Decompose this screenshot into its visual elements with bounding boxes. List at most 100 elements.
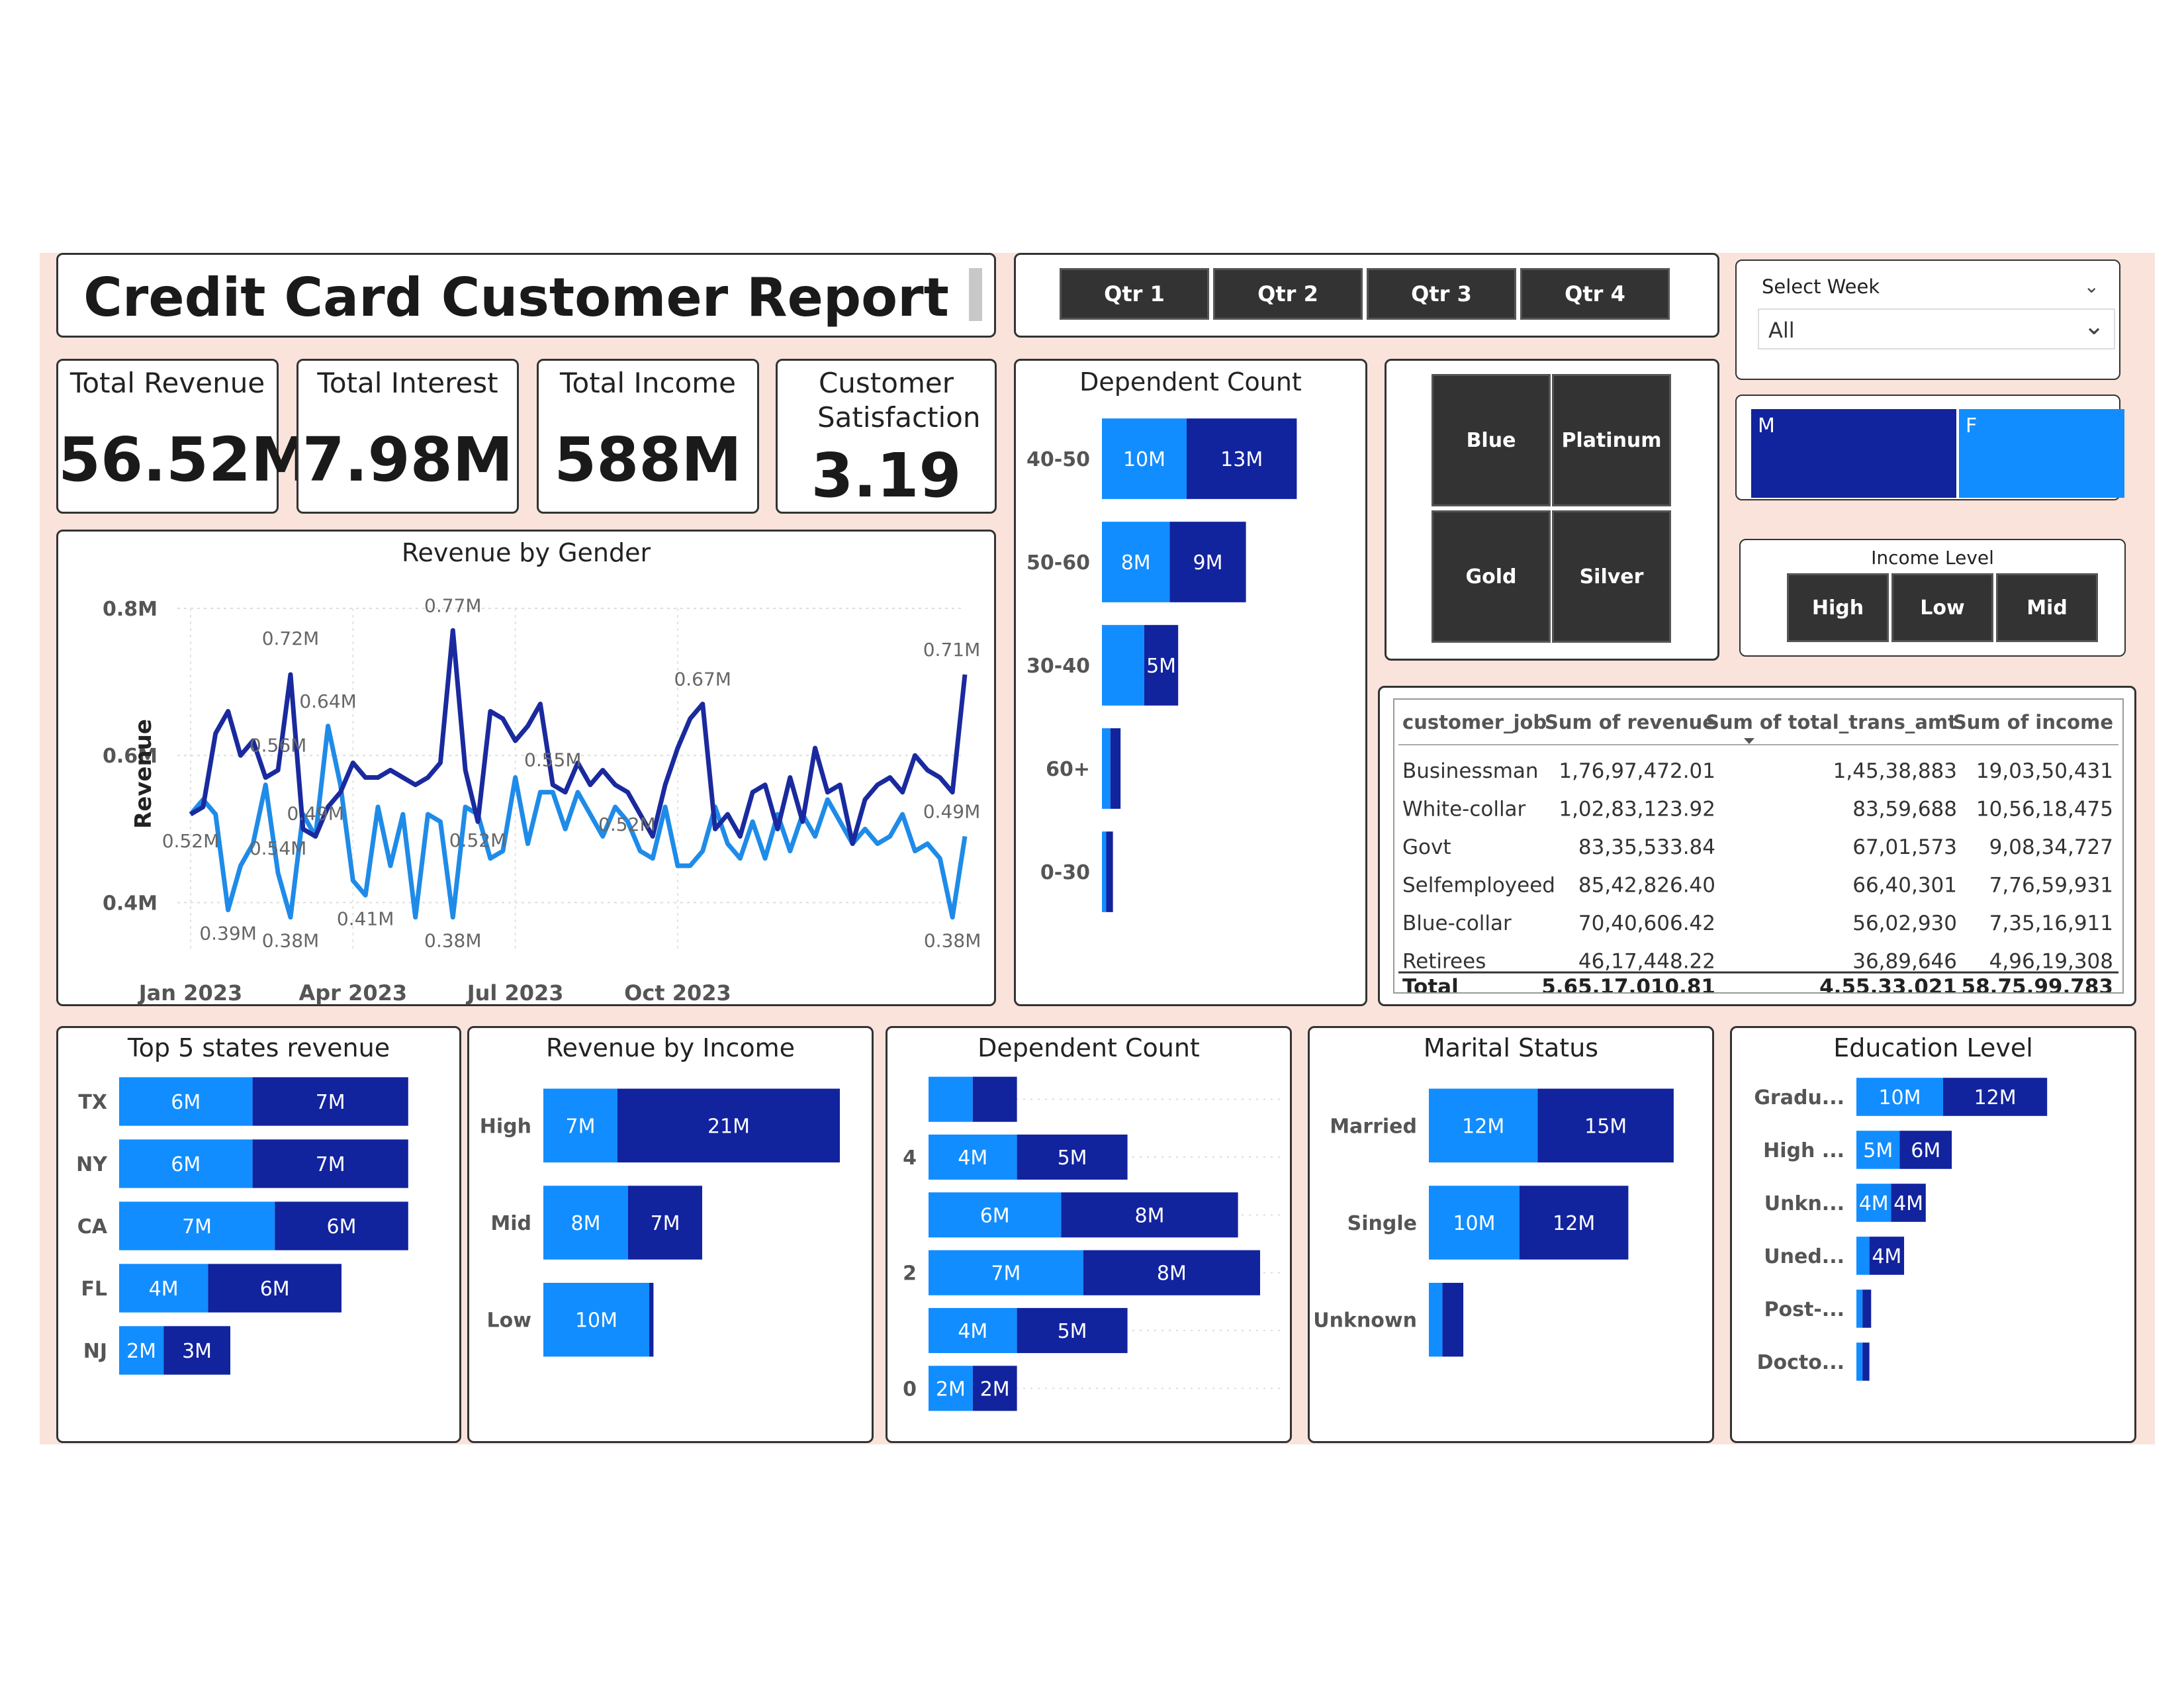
table-cell: Retirees (1402, 950, 1486, 974)
category-label: 0-30 (1040, 861, 1090, 884)
bar-segment (1856, 1237, 1870, 1275)
card-blue-button[interactable]: Blue (1432, 374, 1551, 506)
bar-segment (1102, 831, 1107, 912)
kpi-customer-satisfaction: Customer Satisfaction 3.19 (776, 359, 997, 514)
table-cell: 7,35,16,911 (1989, 912, 2113, 935)
category-label: Uned... (1764, 1245, 1844, 1268)
week-select[interactable]: All ⌄ (1758, 308, 2115, 350)
y-axis-label: Revenue (130, 719, 157, 829)
data-label: 8M (1121, 551, 1151, 575)
data-label: 7M (316, 1091, 345, 1114)
data-label: 0.49M (923, 800, 981, 822)
card-silver-button[interactable]: Silver (1552, 510, 1671, 643)
kpi-label: Total Interest (317, 367, 498, 399)
x-tick-label: Jul 2023 (466, 980, 564, 1006)
page-title: Credit Card Customer Report (83, 267, 949, 328)
marital-status-card: Marital Status Married 12M 15M Single 10M 12M… (1308, 1026, 1714, 1443)
table-cell: 85,42,826.40 (1578, 874, 1715, 898)
data-label: 5M (1058, 1320, 1087, 1343)
bar-segment (929, 1307, 1017, 1354)
bar-segment (1442, 1282, 1464, 1357)
data-label: 5M (1146, 655, 1176, 678)
category-label: High ... (1763, 1139, 1844, 1162)
data-label: 0.52M (162, 830, 220, 852)
data-label: 4M (149, 1278, 179, 1301)
dependent-count-chart-2: 4 4M 5M 6M 8M 2 7M 8M 4M 5M 0 2M 2M (903, 1076, 1283, 1411)
scroll-handle[interactable] (969, 268, 982, 321)
title-card: Credit Card Customer Report (56, 253, 996, 338)
income-mid-button[interactable]: Mid (1996, 573, 2098, 642)
data-label: 4M (958, 1320, 987, 1343)
data-label: 0.38M (424, 930, 482, 952)
table-cell: 10,56,18,475 (1976, 798, 2113, 821)
data-label: 0.55M (524, 749, 582, 771)
bar-segment (1943, 1078, 2048, 1116)
bar-segment (119, 1077, 253, 1126)
category-label: CA (77, 1215, 108, 1239)
card-platinum-button[interactable]: Platinum (1552, 374, 1671, 506)
bar-segment (119, 1326, 164, 1375)
total-cell: 58,75,99,783 (1962, 975, 2113, 992)
data-label: 13M (1220, 448, 1263, 471)
data-label: 6M (171, 1153, 201, 1176)
table-cell: 4,96,19,308 (1989, 950, 2113, 974)
bar-segment (275, 1201, 408, 1250)
data-label: 0.49M (287, 802, 344, 824)
bar-segment (617, 1088, 840, 1163)
category-label: 50-60 (1026, 551, 1090, 575)
table-cell: 46,17,448.22 (1578, 950, 1715, 974)
qtr-3-button[interactable]: Qtr 3 (1367, 268, 1516, 320)
bar-segment (119, 1264, 208, 1313)
bar-segment (1429, 1282, 1443, 1357)
chevron-down-icon[interactable]: ⌄ (2083, 275, 2099, 297)
gender-m-button[interactable]: M (1751, 409, 1956, 498)
revenue-by-gender-chart: 0.8M 0.6M 0.4M Jan 2023 Apr 2023 Jul 2023 Oct … (103, 594, 981, 1006)
total-cell: 4,55,33,021 (1819, 975, 1957, 992)
gender-f-button[interactable]: F (1959, 409, 2124, 498)
bar-segment (208, 1264, 341, 1313)
gender-f-label: F (1966, 414, 1978, 438)
bar-segment (1017, 1307, 1128, 1354)
chart-title: Dependent Count (1079, 367, 1302, 397)
column-header: Sum of revenue (1545, 711, 1715, 733)
data-label: 0.56M (250, 734, 307, 756)
bar-segment (119, 1139, 253, 1188)
card-gold-button[interactable]: Gold (1432, 510, 1551, 643)
bar-segment (1144, 625, 1179, 706)
education-level-card: Education Level Gradu... 10M 12M High ... 5M… (1730, 1026, 2136, 1443)
table-cell: 1,76,97,472.01 (1559, 759, 1715, 783)
table-cell: Businessman (1402, 759, 1539, 783)
table-cell: 1,45,38,883 (1833, 759, 1957, 783)
column-header: Sum of income (1953, 711, 2113, 733)
kpi-label: Total Revenue (69, 367, 265, 399)
bar-segment (1106, 831, 1113, 912)
income-low-button[interactable]: Low (1891, 573, 1993, 642)
data-label: 15M (1584, 1115, 1627, 1138)
qtr-4-button[interactable]: Qtr 4 (1520, 268, 1670, 320)
kpi-total-interest: Total Interest 7.98M (296, 359, 519, 514)
data-label: 0.38M (924, 930, 981, 952)
data-label: 0.54M (250, 837, 307, 859)
bar-segment (1862, 1342, 1870, 1381)
qtr-1-button[interactable]: Qtr 1 (1060, 268, 1209, 320)
income-high-button[interactable]: High (1787, 573, 1889, 642)
bar-segment (1856, 1078, 1943, 1116)
x-tick-label: Oct 2023 (624, 980, 731, 1006)
data-label: 12M (1974, 1086, 2017, 1109)
y-tick-label: 0.8M (103, 598, 158, 621)
data-label: 0.72M (262, 628, 320, 649)
data-label: 0.39M (199, 923, 257, 945)
top-states-card: Top 5 states revenue TX 6M 7M NY 6M 7M CA 7M 6M F… (56, 1026, 461, 1443)
data-label: 21M (707, 1115, 750, 1138)
column-header: Sum of total_trans_amt (1706, 711, 1957, 733)
bar-segment (1102, 728, 1111, 809)
data-label: 5M (1863, 1139, 1893, 1162)
bar-segment (1869, 1237, 1905, 1275)
table-cell: Govt (1402, 835, 1451, 859)
data-label: 7M (316, 1153, 345, 1176)
data-label: 10M (575, 1309, 617, 1333)
qtr-2-button[interactable]: Qtr 2 (1213, 268, 1363, 320)
kpi-label: Customer Satisfaction (817, 367, 981, 434)
data-label: 10M (1453, 1212, 1495, 1235)
revenue-by-income-card: Revenue by Income High 7M 21M Mid 8M 7M Low 10M (467, 1026, 874, 1443)
